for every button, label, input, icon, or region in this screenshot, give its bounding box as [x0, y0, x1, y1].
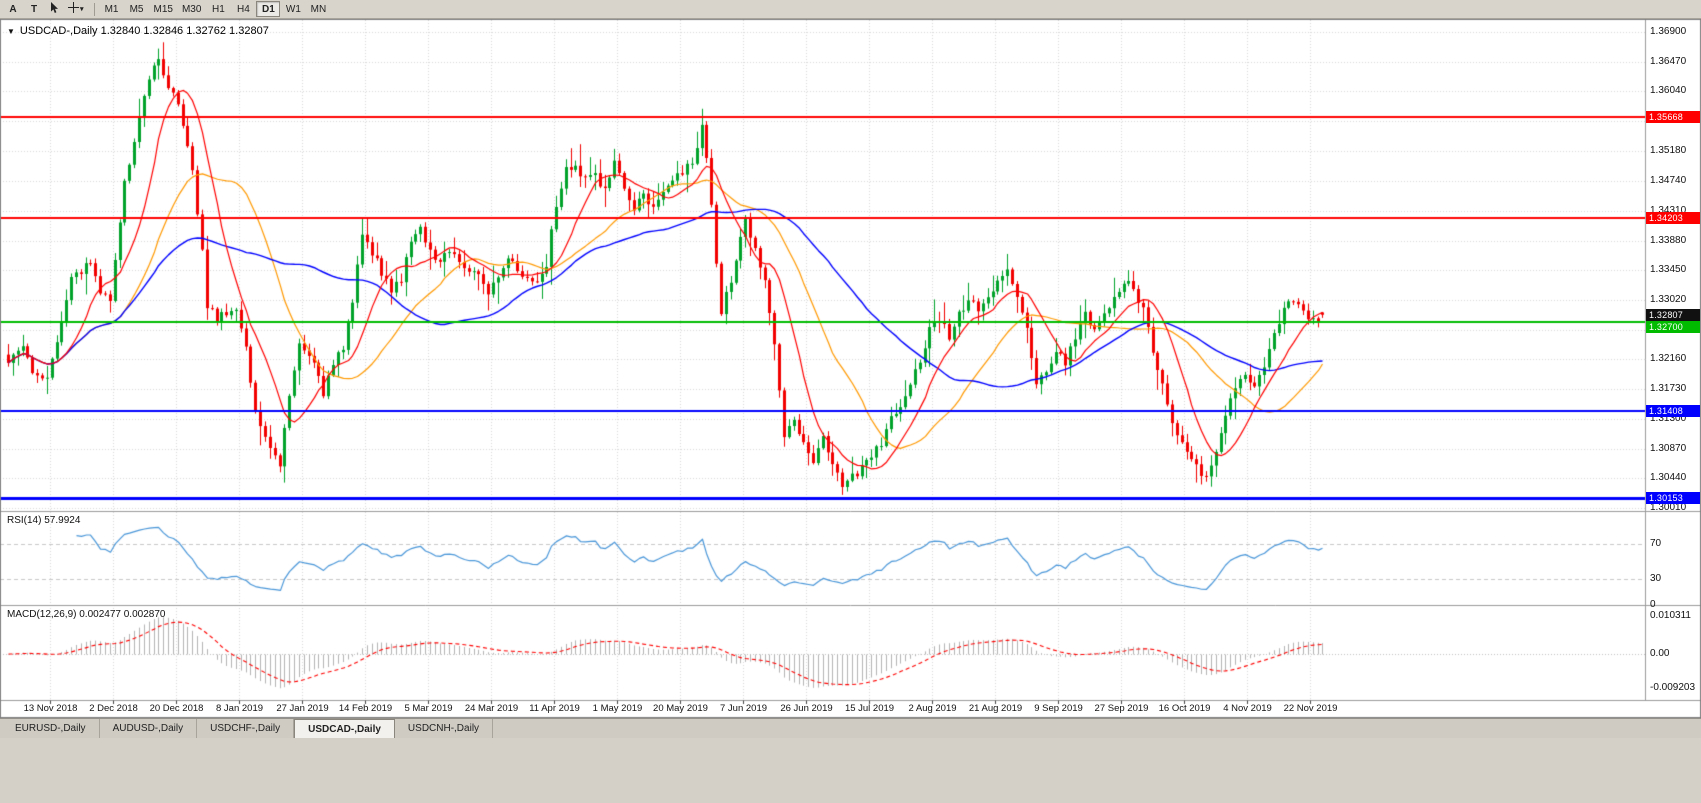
date-label: 14 Feb 2019 [338, 703, 393, 714]
date-label: 24 Mar 2019 [464, 703, 519, 714]
pane-divider-macd[interactable] [0, 603, 1645, 607]
level-price-tag: 1.32700 [1646, 320, 1700, 333]
macd-label: MACD(12,26,9) 0.002477 0.002870 [7, 609, 166, 620]
timeframe-button-m1[interactable]: M1 [100, 1, 124, 17]
date-label: 7 Jun 2019 [719, 703, 768, 714]
date-label: 26 Jun 2019 [780, 703, 833, 714]
tab-label: AUDUSD-,Daily [112, 723, 184, 734]
price-tick-label: 1.34310 [1650, 204, 1687, 216]
price-tick-label: 1.36040 [1650, 85, 1687, 97]
date-label: 11 Apr 2019 [529, 703, 580, 714]
tab-usdcad-daily[interactable]: USDCAD-,Daily [294, 719, 395, 738]
chart-title-text: USDCAD-,Daily 1.32840 1.32846 1.32762 1.… [19, 25, 269, 37]
cursor-icon [50, 1, 59, 17]
macd-tick-label: 0.010311 [1650, 609, 1691, 621]
crosshair-icon [68, 2, 79, 16]
macd-tick-label: 0.00 [1650, 648, 1670, 659]
date-label: 1 May 2019 [592, 703, 643, 714]
price-tick-label: 1.31300 [1650, 412, 1687, 424]
timeframe-button-mn[interactable]: MN [306, 1, 330, 17]
pane-divider-rsi[interactable] [0, 509, 1645, 513]
crosshair-tool-button[interactable]: ▾ [64, 1, 88, 17]
status-area [0, 738, 1701, 803]
date-label: 27 Jan 2019 [276, 703, 329, 714]
level-price-tag: 1.34203 [1646, 212, 1700, 225]
date-label: 4 Nov 2019 [1223, 703, 1272, 714]
tab-label: EURUSD-,Daily [15, 723, 86, 734]
date-label: 9 Sep 2019 [1034, 703, 1083, 714]
chevron-down-icon: ▾ [80, 6, 84, 13]
current-price-tag: 1.32807 [1646, 308, 1700, 321]
price-tick-label: 1.36470 [1650, 55, 1687, 67]
toolbar-separator [93, 2, 95, 16]
tab-audusd-daily[interactable]: AUDUSD-,Daily [99, 719, 198, 738]
price-tick-label: 1.34740 [1650, 175, 1687, 187]
price-tick-label: 1.32160 [1650, 353, 1687, 365]
tab-eurusd-daily[interactable]: EURUSD-,Daily [2, 719, 100, 738]
chart-tabs-bar: EURUSD-,Daily AUDUSD-,Daily USDCHF-,Dail… [0, 718, 1701, 738]
cursor-tool-button[interactable] [45, 1, 63, 17]
tab-label: USDCHF-,Daily [210, 723, 281, 734]
rsi-label: RSI(14) 57.9924 [7, 515, 81, 526]
date-label: 15 Jul 2019 [844, 703, 895, 714]
date-label: 5 Mar 2019 [404, 703, 453, 714]
timeframe-button-d1[interactable]: D1 [256, 1, 281, 17]
date-label: 22 Nov 2019 [1283, 703, 1338, 714]
level-price-tag: 1.35668 [1646, 111, 1700, 124]
rsi-tick-label: 30 [1650, 572, 1662, 584]
timeframe-button-m5[interactable]: M5 [125, 1, 149, 17]
date-label: 20 Dec 2018 [149, 703, 204, 714]
timeframe-button-h4[interactable]: H4 [231, 1, 255, 17]
rsi-tick-label: 0 [1650, 599, 1656, 610]
chart-window: ▼ USDCAD-,Daily 1.32840 1.32846 1.32762 … [0, 19, 1701, 718]
price-tick-label: 1.30010 [1650, 501, 1687, 513]
price-tick-label: 1.30440 [1650, 472, 1687, 484]
timeframe-button-h1[interactable]: H1 [206, 1, 230, 17]
date-label: 2 Dec 2018 [89, 703, 138, 714]
price-tick-label: 1.30870 [1650, 442, 1687, 454]
date-label: 27 Sep 2019 [1094, 703, 1149, 714]
price-tick-label: 1.33020 [1650, 294, 1687, 306]
tab-label: USDCNH-,Daily [407, 723, 480, 734]
timeframe-button-w1[interactable]: W1 [281, 1, 305, 17]
price-tick-label: 1.36900 [1650, 26, 1687, 37]
level-price-tag: 1.31408 [1646, 405, 1700, 418]
toolbar-button-a[interactable]: A [3, 1, 23, 17]
chart-marker-icon: ▼ [7, 26, 15, 36]
macd-tick-label: -0.009203 [1650, 681, 1696, 693]
rsi-tick-label: 70 [1650, 537, 1662, 549]
time-axis[interactable]: 13 Nov 2018 2 Dec 2018 20 Dec 2018 8 Jan 20… [0, 700, 1645, 718]
chart-title: ▼ USDCAD-,Daily 1.32840 1.32846 1.32762 … [7, 25, 269, 37]
timeframe-button-m15[interactable]: M15 [150, 1, 177, 17]
tab-label: USDCAD-,Daily [308, 723, 381, 735]
date-label: 13 Nov 2018 [23, 703, 78, 714]
chart-plot[interactable] [0, 19, 1701, 718]
toolbar: A T ▾ M1 M5 M15 M30 H1 H4 D1 W1 MN [0, 0, 1701, 19]
toolbar-button-t[interactable]: T [24, 1, 44, 17]
level-price-tag: 1.30153 [1646, 492, 1700, 505]
price-tick-label: 1.35180 [1650, 144, 1687, 156]
date-label: 21 Aug 2019 [968, 703, 1023, 714]
price-axis[interactable]: 1.369001.364701.360401.356101.351801.347… [1646, 19, 1701, 718]
date-label: 8 Jan 2019 [215, 703, 264, 714]
timeframe-button-m30[interactable]: M30 [178, 1, 205, 17]
price-tick-label: 1.31730 [1650, 383, 1687, 395]
date-label: 2 Aug 2019 [908, 703, 957, 714]
date-label: 20 May 2019 [653, 703, 708, 714]
tab-usdchf-daily[interactable]: USDCHF-,Daily [197, 719, 295, 738]
price-tick-label: 1.33880 [1650, 234, 1687, 246]
date-label: 16 Oct 2019 [1158, 703, 1211, 714]
tab-usdcnh-daily[interactable]: USDCNH-,Daily [394, 719, 494, 738]
price-tick-label: 1.33450 [1650, 264, 1687, 276]
